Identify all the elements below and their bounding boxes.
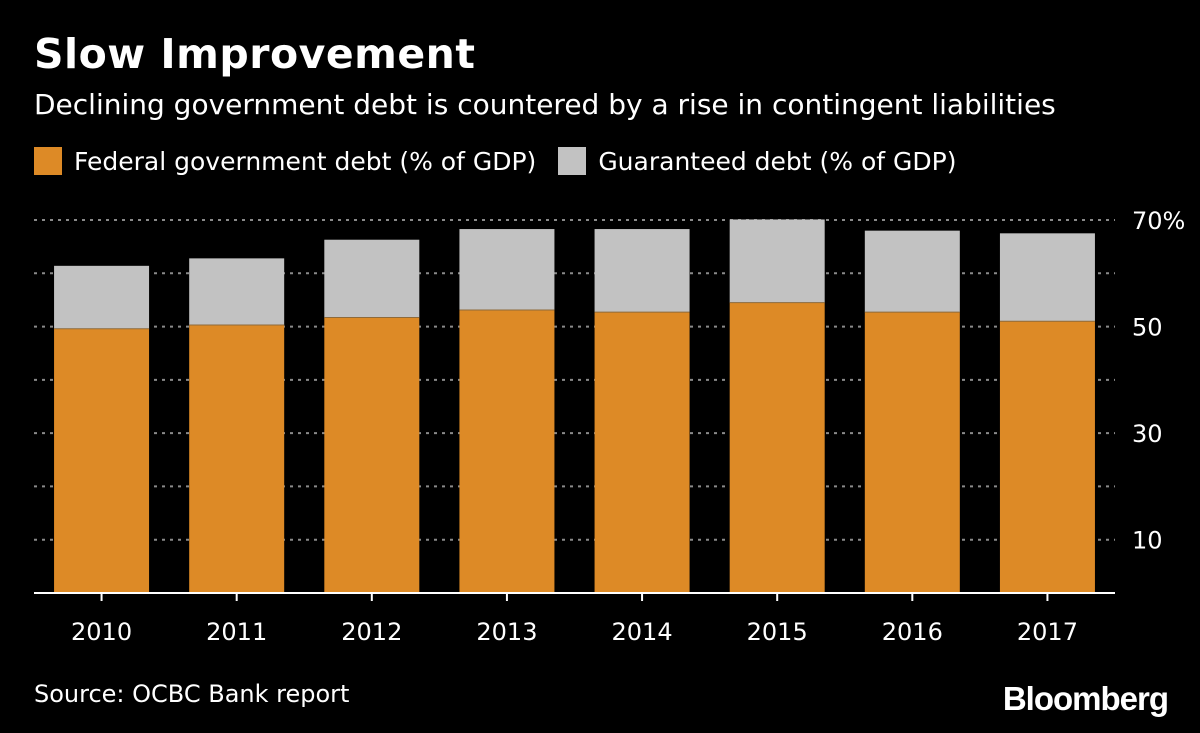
bar-guaranteed-2015 (729, 219, 825, 303)
bar-guaranteed-2014 (594, 229, 690, 313)
legend: Federal government debt (% of GDP) Guara… (34, 143, 979, 179)
bar-guaranteed-2012 (324, 239, 420, 318)
bar-federal-2014 (594, 312, 690, 593)
bar-federal-2012 (324, 317, 420, 593)
x-tick-label-2010: 2010 (71, 618, 132, 646)
bar-federal-2010 (54, 328, 150, 593)
y-tick-label-70: 70% (1132, 207, 1185, 235)
bar-guaranteed-2010 (54, 265, 150, 329)
legend-swatch-guaranteed (558, 147, 587, 175)
bar-federal-2015 (729, 302, 825, 593)
legend-item-federal: Federal government debt (% of GDP) (34, 147, 536, 176)
y-tick-label-50: 50 (1132, 314, 1163, 342)
bar-federal-2016 (864, 312, 960, 593)
bar-federal-2013 (459, 310, 555, 593)
bar-federal-2017 (999, 321, 1095, 593)
source-note: Source: OCBC Bank report (34, 680, 350, 708)
bar-guaranteed-2016 (864, 230, 960, 313)
x-tick-label-2013: 2013 (476, 618, 537, 646)
chart-subtitle: Declining government debt is countered b… (34, 88, 1056, 121)
bar-federal-2011 (189, 324, 285, 593)
bar-guaranteed-2017 (999, 233, 1095, 322)
bar-guaranteed-2011 (189, 258, 285, 325)
bar-guaranteed-2013 (459, 229, 555, 311)
x-tick-label-2011: 2011 (206, 618, 267, 646)
x-tick-label-2016: 2016 (882, 618, 943, 646)
x-tick-label-2015: 2015 (747, 618, 808, 646)
x-tick-label-2014: 2014 (612, 618, 673, 646)
legend-swatch-federal (34, 147, 62, 175)
legend-label-guaranteed: Guaranteed debt (% of GDP) (598, 146, 957, 176)
x-tick-label-2017: 2017 (1017, 618, 1078, 646)
y-tick-label-10: 10 (1132, 527, 1163, 555)
x-tick-label-2012: 2012 (341, 618, 402, 646)
legend-label-federal: Federal government debt (% of GDP) (74, 146, 537, 176)
chart-title: Slow Improvement (34, 30, 476, 78)
y-tick-label-30: 30 (1132, 420, 1163, 448)
legend-item-guaranteed: Guaranteed debt (% of GDP) (558, 146, 957, 176)
bloomberg-logo: Bloomberg (1002, 680, 1169, 717)
